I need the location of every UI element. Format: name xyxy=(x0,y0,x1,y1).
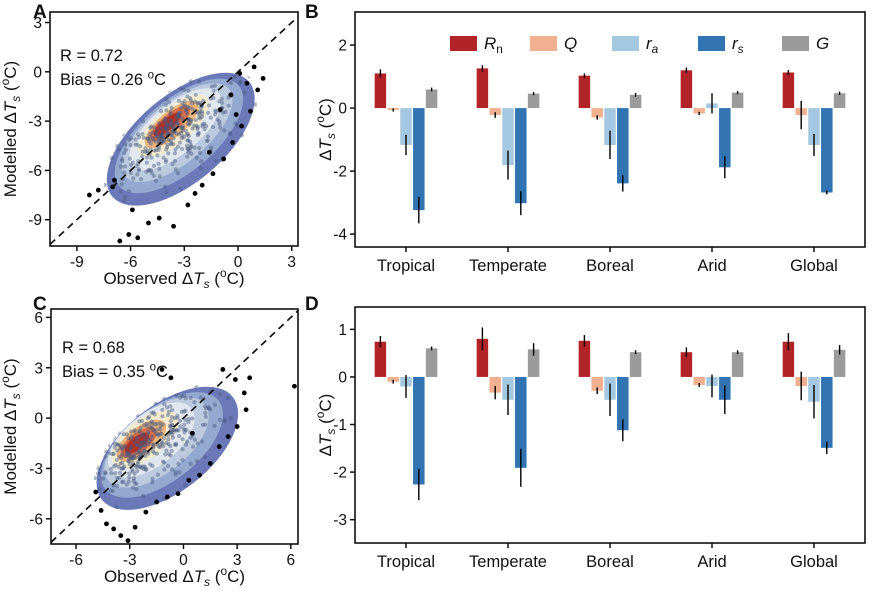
svg-text:2: 2 xyxy=(338,38,347,55)
svg-text:1: 1 xyxy=(338,322,347,339)
svg-text:Boreal: Boreal xyxy=(586,257,634,275)
svg-text:Arid: Arid xyxy=(697,553,726,571)
svg-text:Rn: Rn xyxy=(484,34,503,56)
svg-text:Tropical: Tropical xyxy=(377,553,435,571)
svg-text:-6: -6 xyxy=(124,254,138,271)
svg-text:3: 3 xyxy=(33,15,42,32)
svg-text:Tropical: Tropical xyxy=(377,257,435,275)
svg-text:ra: ra xyxy=(646,34,659,56)
svg-text:-9: -9 xyxy=(70,254,84,271)
svg-text:-3: -3 xyxy=(333,512,347,529)
svg-text:-6: -6 xyxy=(28,163,42,180)
svg-text:0: 0 xyxy=(34,411,43,428)
panel-a-density-scatter-plot: -9 -6 -3 0 3 3 0 -3 -6 -9 Observed ΔTs (oC) Modelle… xyxy=(0,11,299,291)
svg-text:Temperate: Temperate xyxy=(469,553,547,571)
svg-text:Modelled ΔTs (oC): Modelled ΔTs (oC) xyxy=(0,61,23,197)
panel-c-density-scatter-plot: -6 -3 0 3 6 6 3 0 -3 -6 Observed ΔTs (oC) Modelled … xyxy=(0,308,299,589)
svg-text:G: G xyxy=(816,34,829,53)
svg-text:-4: -4 xyxy=(333,227,347,244)
svg-text:-3: -3 xyxy=(177,254,191,271)
svg-text:6: 6 xyxy=(287,552,296,569)
panel-b-label: B xyxy=(305,2,319,23)
svg-text:Modelled ΔTs (oC): Modelled ΔTs (oC) xyxy=(0,358,23,494)
svg-text:rs: rs xyxy=(732,34,744,56)
svg-text:ΔTs (oC): ΔTs (oC) xyxy=(313,394,338,457)
svg-text:3: 3 xyxy=(34,360,43,377)
svg-text:R = 0.72: R = 0.72 xyxy=(60,47,123,65)
svg-text:Observed ΔTs (oC): Observed ΔTs (oC) xyxy=(103,266,244,291)
svg-text:Global: Global xyxy=(790,553,838,571)
svg-text:R = 0.68: R = 0.68 xyxy=(62,339,125,357)
svg-text:-3: -3 xyxy=(29,461,43,478)
svg-text:ΔTs (oC): ΔTs (oC) xyxy=(313,98,338,161)
svg-text:Bias = 0.35 oC: Bias = 0.35 oC xyxy=(62,361,168,381)
svg-text:-3: -3 xyxy=(28,114,42,131)
panel-a-label: A xyxy=(33,2,47,23)
svg-text:0: 0 xyxy=(33,64,42,81)
svg-text:3: 3 xyxy=(287,254,296,271)
svg-text:Boreal: Boreal xyxy=(586,553,634,571)
svg-text:3: 3 xyxy=(233,552,242,569)
svg-text:0: 0 xyxy=(234,254,243,271)
svg-text:Observed ΔTs (oC): Observed ΔTs (oC) xyxy=(104,564,245,589)
panel-c-label: C xyxy=(33,294,47,315)
svg-text:0: 0 xyxy=(338,369,347,386)
svg-text:-6: -6 xyxy=(69,552,83,569)
svg-text:-1: -1 xyxy=(333,417,347,434)
svg-text:0: 0 xyxy=(179,552,188,569)
svg-text:Bias = 0.26 oC: Bias = 0.26 oC xyxy=(60,69,166,89)
panel-b-grouped-bar-chart: Tropical Temperate Boreal Arid Global 2 0 -2 -4 Δ… xyxy=(313,11,866,275)
svg-text:-9: -9 xyxy=(28,212,42,229)
svg-text:0: 0 xyxy=(338,101,347,118)
svg-text:-3: -3 xyxy=(123,552,137,569)
svg-text:-6: -6 xyxy=(29,511,43,528)
panel-d-grouped-bar-chart: Tropical Temperate Boreal Arid Global 1 0 -1 -2 -… xyxy=(313,306,866,571)
svg-text:-2: -2 xyxy=(333,465,347,482)
panel-d-label: D xyxy=(305,294,319,315)
svg-text:6: 6 xyxy=(34,310,43,327)
svg-text:Q: Q xyxy=(564,34,577,53)
svg-text:-2: -2 xyxy=(333,164,347,181)
svg-text:Global: Global xyxy=(790,257,838,275)
svg-text:Temperate: Temperate xyxy=(469,257,547,275)
svg-text:Arid: Arid xyxy=(697,257,726,275)
